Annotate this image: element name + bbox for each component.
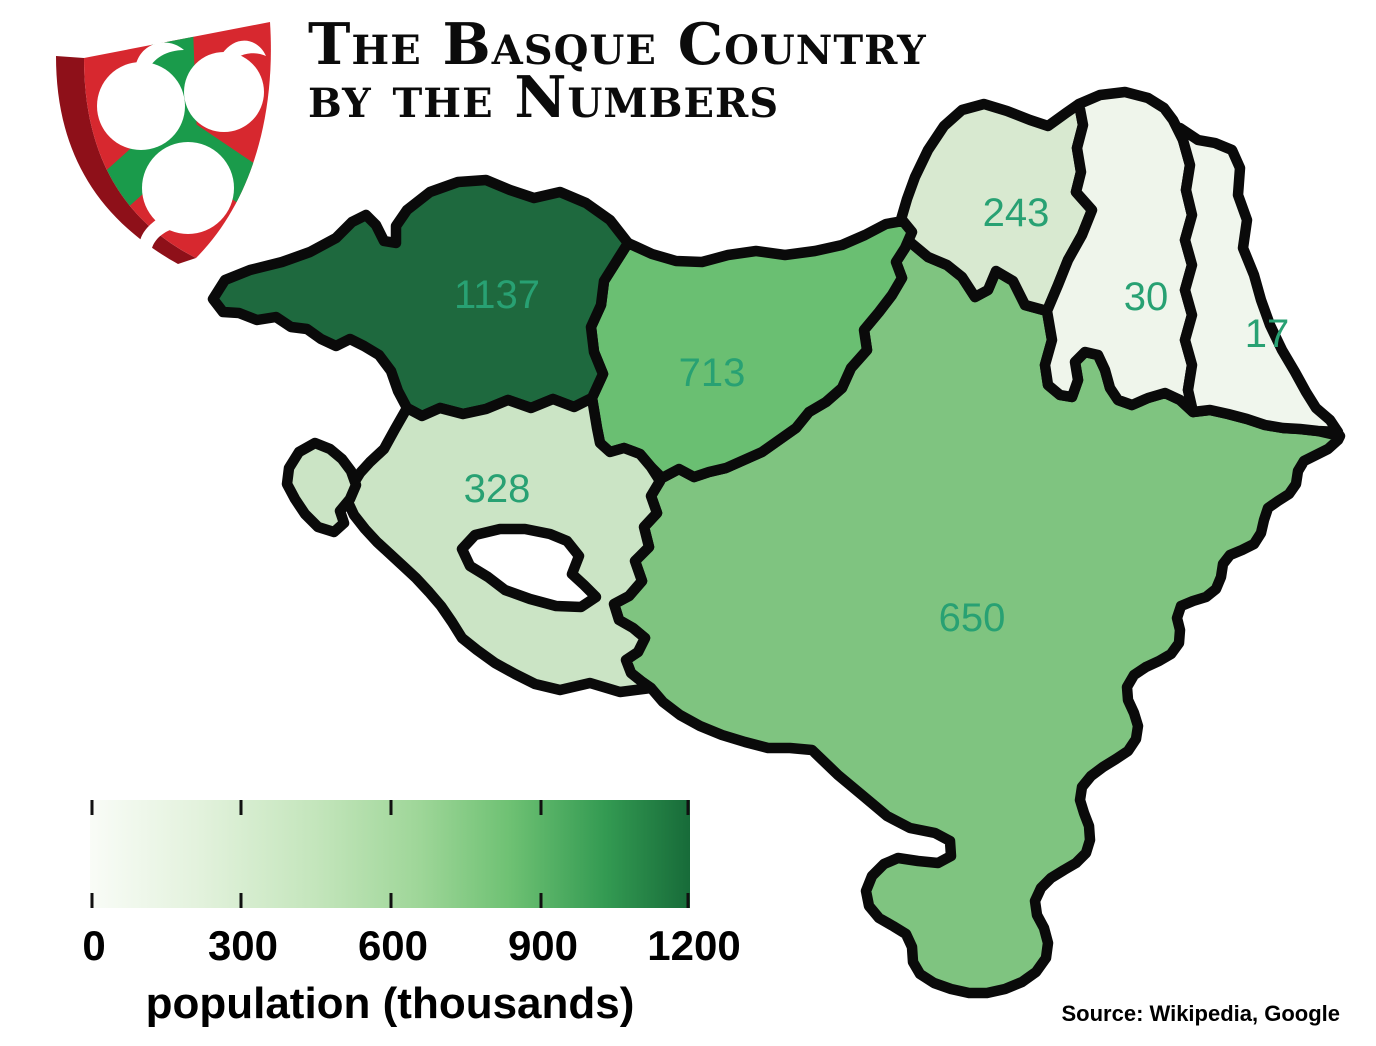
colorbar-tick-marks [90, 800, 690, 908]
colorbar-axis-label: population (thousands) [146, 979, 635, 1028]
label-gipuzkoa-value: 713 [679, 351, 746, 395]
source-credit: Source: Wikipedia, Google [1061, 1001, 1340, 1026]
label-zuberoa-value: 17 [1245, 312, 1290, 356]
region-bizkaia [207, 174, 634, 422]
label-bizkaia-value: 1137 [454, 273, 540, 317]
title-line-1: The Basque Country [308, 11, 927, 78]
title-line-2: by the Numbers [308, 64, 780, 131]
label-araba-value: 328 [464, 467, 531, 511]
shield-white-swirls [97, 40, 266, 262]
colorbar-gradient [90, 800, 690, 908]
colorbar-tick-0: 0 [82, 922, 105, 969]
basque-coat-of-arms [56, 22, 271, 264]
label-lapurdi-value: 243 [983, 191, 1050, 235]
region-araba-exclave [281, 437, 362, 538]
label-nafarroa-value: 650 [939, 596, 1006, 640]
infographic-title: The Basque Country by the Numbers [308, 11, 927, 131]
colorbar-tick-900: 900 [508, 922, 578, 969]
colorbar-tick-600: 600 [358, 922, 428, 969]
colorbar-legend: 0 300 600 900 1200 population (thousands… [82, 800, 741, 1028]
label-nafarroa-beherea-value: 30 [1124, 275, 1169, 319]
region-zuberoa [1174, 122, 1344, 438]
trevino-enclave-hole [456, 523, 602, 613]
shield-side-bevel [56, 56, 196, 264]
colorbar-tick-300: 300 [208, 922, 278, 969]
colorbar-tick-1200: 1200 [647, 922, 740, 969]
